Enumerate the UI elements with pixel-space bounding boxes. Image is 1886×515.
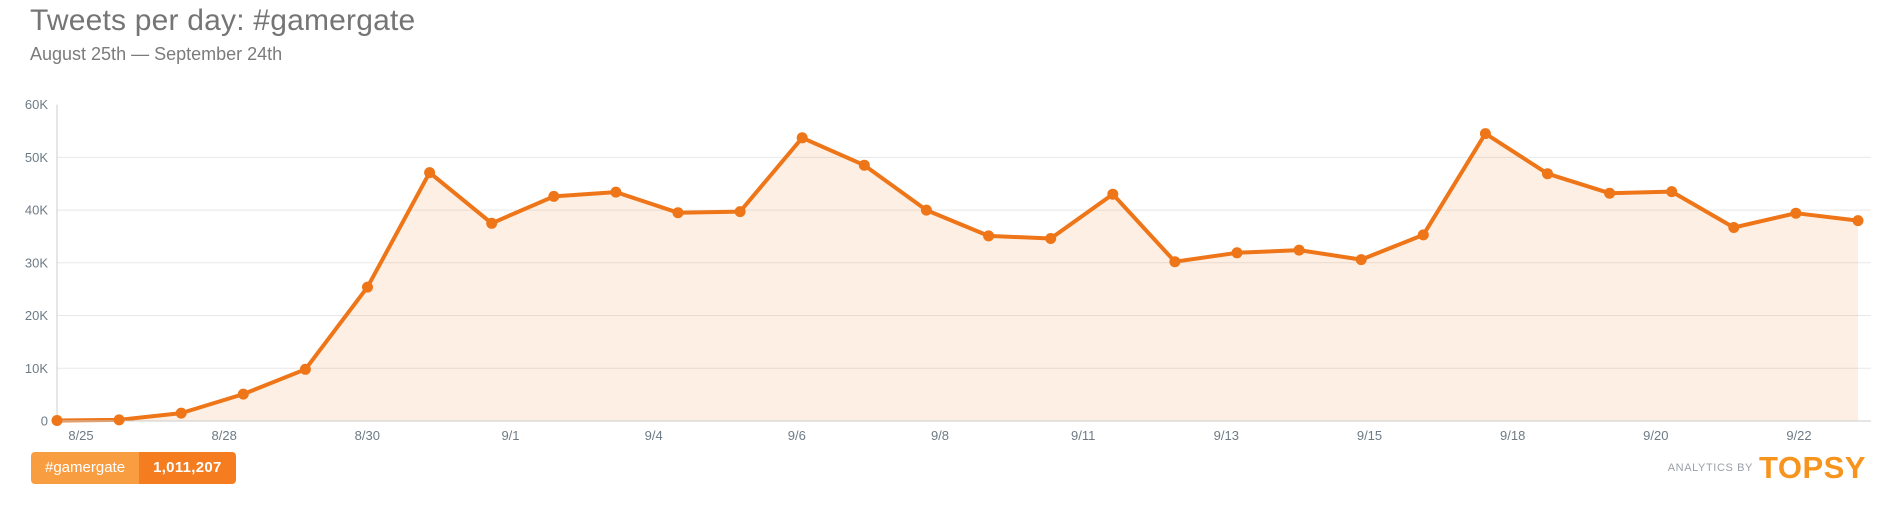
x-tick-label: 9/8 (931, 428, 949, 443)
data-point[interactable] (1542, 168, 1553, 180)
topsy-logo[interactable]: TOPSY (1758, 450, 1866, 485)
data-point[interactable] (610, 186, 622, 198)
data-point[interactable] (1479, 128, 1491, 140)
legend-badge[interactable]: #gamergate 1,011,207 (31, 452, 236, 484)
x-tick-label: 9/11 (1071, 428, 1095, 443)
legend-hashtag-label[interactable]: #gamergate (31, 452, 140, 484)
y-tick-label: 60K (25, 97, 48, 112)
y-tick-label: 0 (41, 414, 48, 429)
y-tick-label: 20K (25, 308, 48, 323)
data-point[interactable] (1355, 254, 1367, 266)
data-point[interactable] (920, 204, 932, 216)
data-point[interactable] (299, 363, 311, 375)
chart-header: Tweets per day: #gamergate August 25th —… (30, 4, 415, 65)
legend-total-count[interactable]: 1,011,207 (139, 452, 236, 484)
x-tick-label: 8/30 (355, 428, 380, 443)
data-point[interactable] (486, 217, 498, 229)
data-point[interactable] (1417, 229, 1429, 241)
analytics-by-label: ANALYTICS BY (1667, 461, 1753, 474)
y-tick-label: 30K (25, 255, 48, 270)
data-point[interactable] (1293, 244, 1305, 256)
data-point[interactable] (175, 407, 187, 419)
data-point[interactable] (362, 281, 373, 293)
x-tick-label: 9/15 (1357, 428, 1382, 443)
x-tick-label: 8/25 (68, 428, 93, 443)
data-point[interactable] (858, 159, 870, 171)
x-tick-label: 9/20 (1643, 428, 1668, 443)
data-point[interactable] (1045, 233, 1057, 244)
data-point[interactable] (237, 388, 249, 400)
area-fill (57, 133, 1858, 421)
data-point[interactable] (1728, 222, 1740, 233)
x-tick-label: 9/13 (1214, 428, 1239, 443)
y-tick-label: 50K (25, 150, 48, 165)
data-point[interactable] (1169, 256, 1181, 268)
footer-branding: ANALYTICS BY TOPSY (1668, 452, 1866, 483)
date-range-subtitle: August 25th — September 24th (30, 44, 283, 64)
y-tick-label: 40K (25, 203, 48, 218)
data-point[interactable] (113, 414, 125, 426)
x-tick-label: 9/6 (788, 428, 806, 443)
x-tick-label: 9/22 (1786, 428, 1811, 443)
trend-line (55, 131, 1860, 423)
page-title: Tweets per day: #gamergate (30, 4, 416, 37)
data-point[interactable] (1790, 207, 1802, 219)
data-point[interactable] (548, 190, 560, 202)
data-point[interactable] (796, 132, 808, 144)
data-point[interactable] (1231, 247, 1243, 259)
y-tick-label: 10K (25, 361, 48, 376)
data-point[interactable] (672, 207, 684, 219)
data-point[interactable] (1604, 187, 1616, 199)
x-tick-label: 8/28 (212, 428, 237, 443)
data-point[interactable] (424, 167, 436, 179)
x-tick-label: 9/1 (501, 428, 519, 443)
x-tick-label: 9/4 (645, 428, 663, 443)
x-tick-label: 9/18 (1500, 428, 1525, 443)
data-point[interactable] (734, 206, 746, 218)
data-point[interactable] (1852, 215, 1864, 227)
data-point[interactable] (1666, 186, 1678, 198)
data-point[interactable] (51, 415, 63, 426)
data-point[interactable] (1107, 188, 1119, 200)
data-point[interactable] (983, 230, 995, 242)
